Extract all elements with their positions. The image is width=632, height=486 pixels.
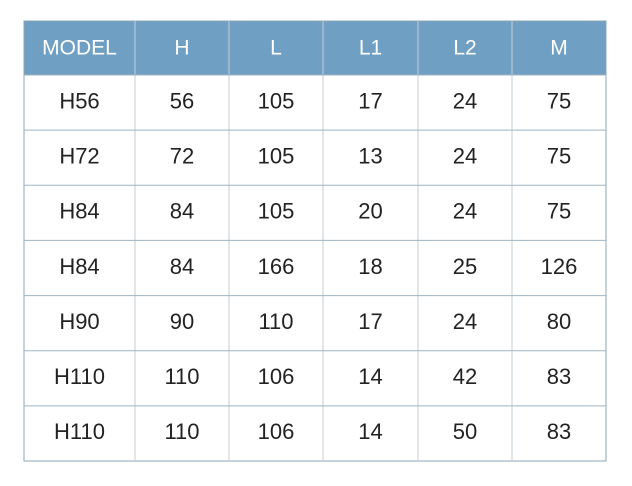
table-cell: 83 xyxy=(547,364,571,389)
table-cell: H72 xyxy=(59,144,99,169)
table-cell: 110 xyxy=(164,364,199,389)
table-cell: 24 xyxy=(453,88,477,113)
header-cell: L2 xyxy=(453,37,476,60)
table-cell: 56 xyxy=(170,88,194,113)
header-cell: L xyxy=(270,37,282,60)
table-cell: H110 xyxy=(54,364,105,389)
table-cell: 110 xyxy=(258,309,293,334)
table-cell: 105 xyxy=(258,88,295,113)
table-cell: H110 xyxy=(54,419,105,444)
table-cell: 75 xyxy=(547,88,571,113)
table-cell: 83 xyxy=(547,419,571,444)
table-cell: H84 xyxy=(59,199,99,224)
table-cell: 25 xyxy=(453,254,477,279)
table-border xyxy=(23,20,607,462)
table-cell: 75 xyxy=(547,199,571,224)
table-cell: 14 xyxy=(358,419,382,444)
table-cell: 20 xyxy=(358,199,382,224)
table-cell: H90 xyxy=(59,309,99,334)
table-cell: 166 xyxy=(258,254,295,279)
table-cell: 24 xyxy=(453,309,477,334)
table-cell: 24 xyxy=(453,199,477,224)
header-background xyxy=(24,21,606,75)
table-cell: 75 xyxy=(547,144,571,169)
table-cell: H84 xyxy=(59,254,99,279)
table-cell: 126 xyxy=(541,254,578,279)
table-cell: H56 xyxy=(59,88,99,113)
table-cell: 80 xyxy=(547,309,571,334)
table-cell: 17 xyxy=(358,88,382,113)
table-cell: 105 xyxy=(258,199,295,224)
table-cell: 84 xyxy=(170,254,194,279)
table-cell: 72 xyxy=(170,144,194,169)
table-cell: 106 xyxy=(258,364,295,389)
table-cell: 13 xyxy=(358,144,382,169)
header-cell: MODEL xyxy=(42,37,117,60)
table-cell: 106 xyxy=(258,419,295,444)
table-cell: 24 xyxy=(453,144,477,169)
table-cell: 50 xyxy=(453,419,477,444)
table-cell: 105 xyxy=(258,144,295,169)
table-cell: 18 xyxy=(358,254,382,279)
table-cell: 90 xyxy=(170,309,194,334)
header-cell: M xyxy=(550,37,568,60)
table-cell: 110 xyxy=(164,419,199,444)
header-cell: L1 xyxy=(359,37,382,60)
table-cell: 42 xyxy=(453,364,477,389)
table-cell: 14 xyxy=(358,364,382,389)
header-cell: H xyxy=(174,37,189,60)
table-cell: 84 xyxy=(170,199,194,224)
table-cell: 17 xyxy=(358,309,382,334)
